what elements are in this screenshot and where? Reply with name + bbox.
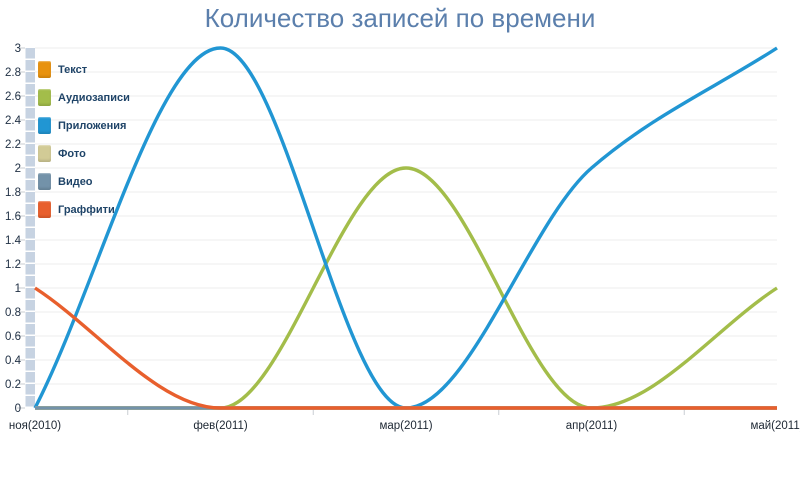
legend-item-label: Фото [58,147,86,160]
y-axis-stripe-block [25,60,35,71]
y-axis-stripe-block [25,264,35,275]
x-axis-labels: ноя(2010) фев(2011) мар(2011) апр(2011) май(… [9,420,800,432]
x-axis-label: ноя(2010) [9,420,61,432]
y-axis-stripe-block [25,300,35,311]
legend-color-swatch [38,201,51,218]
y-axis-stripe-block [25,108,35,119]
y-axis-stripe-block [25,348,35,359]
y-axis-stripe-block [25,96,35,107]
y-axis-stripe-block [25,312,35,323]
series-lines [33,46,778,410]
y-axis-stripe-block [25,120,35,131]
legend-item-3: Приложения [38,117,130,134]
y-axis-stripe-block [25,384,35,395]
y-axis-stripe-block [25,192,35,203]
y-axis-stripe-block [25,168,35,179]
y-axis-label: 2.4 [5,115,22,127]
legend-color-swatch [38,173,51,190]
y-axis-stripe-block [25,252,35,263]
legend: Текст Аудиозаписи Приложения Фото Видео Графф… [38,61,130,229]
y-axis-stripe-block [25,288,35,299]
legend-item-label: Приложения [58,119,127,132]
y-axis-label: 1.4 [5,235,22,247]
legend-color-swatch [38,145,51,162]
legend-item-4: Фото [38,145,130,162]
x-axis-ticks [127,409,685,415]
y-axis-stripe-block [25,204,35,215]
y-axis-label: 1.8 [5,187,21,199]
legend-item-label: Граффити [58,203,115,216]
gridlines [35,47,777,385]
y-axis-label: 3 [15,43,21,55]
legend-color-swatch [38,117,51,134]
y-axis-stripe-block [25,228,35,239]
y-axis-stripe-block [25,48,35,59]
y-axis-stripe-block [25,324,35,335]
y-axis-label: 2.8 [5,67,21,79]
y-axis-stripe-block [25,84,35,95]
legend-item-1: Текст [38,61,130,78]
y-axis-stripe-block [25,372,35,383]
y-axis-stripe-block [25,360,35,371]
y-axis-label: 2.6 [5,91,21,103]
y-axis-label: 0 [15,403,21,415]
x-axis-label: мар(2011) [379,420,432,432]
y-axis-stripe-block [25,336,35,347]
y-axis-stripe [25,48,35,407]
y-axis-stripe-block [25,144,35,155]
y-axis-label: 2.2 [5,139,21,151]
legend-item-label: Видео [58,175,93,188]
legend-item-label: Текст [58,63,88,76]
legend-color-swatch [38,89,51,106]
y-axis-label: 1.2 [5,259,21,271]
y-axis-stripe-block [25,216,35,227]
y-axis-stripe-block [25,132,35,143]
legend-item-6: Граффити [38,201,130,218]
y-axis-stripe-block [25,72,35,83]
y-axis-labels: 0 0.2 0.4 0.6 0.8 1 1.2 1.4 1.6 1.8 2 2.2 2.4 2.6 2.8 3 [5,43,22,415]
chart-title: Количество записей по времени [204,3,596,33]
y-axis-label: 0.4 [5,355,22,367]
legend-item-2: Аудиозаписи [38,89,130,106]
y-axis-stripe-block [25,240,35,251]
series-line-граффити [34,286,777,410]
y-axis-stripe-block [25,276,35,287]
y-axis-label: 0.2 [5,379,21,391]
series-line-приложения [33,46,778,410]
x-axis-label: май(2011) [750,420,800,432]
y-axis-label: 2 [15,163,21,175]
y-axis-stripe-block [25,396,35,407]
y-axis-label: 1.6 [5,211,21,223]
y-axis-stripe-block [25,180,35,191]
x-axis-label: апр(2011) [566,420,618,432]
y-axis-label: 1 [15,283,21,295]
y-axis-ticks [17,47,25,409]
legend-item-label: Аудиозаписи [58,91,130,104]
y-axis-label: 0.8 [5,307,21,319]
legend-item-5: Видео [38,173,130,190]
x-axis-label: фев(2011) [193,420,248,432]
y-axis-stripe-block [25,156,35,167]
legend-color-swatch [38,61,51,78]
y-axis-label: 0.6 [5,331,21,343]
